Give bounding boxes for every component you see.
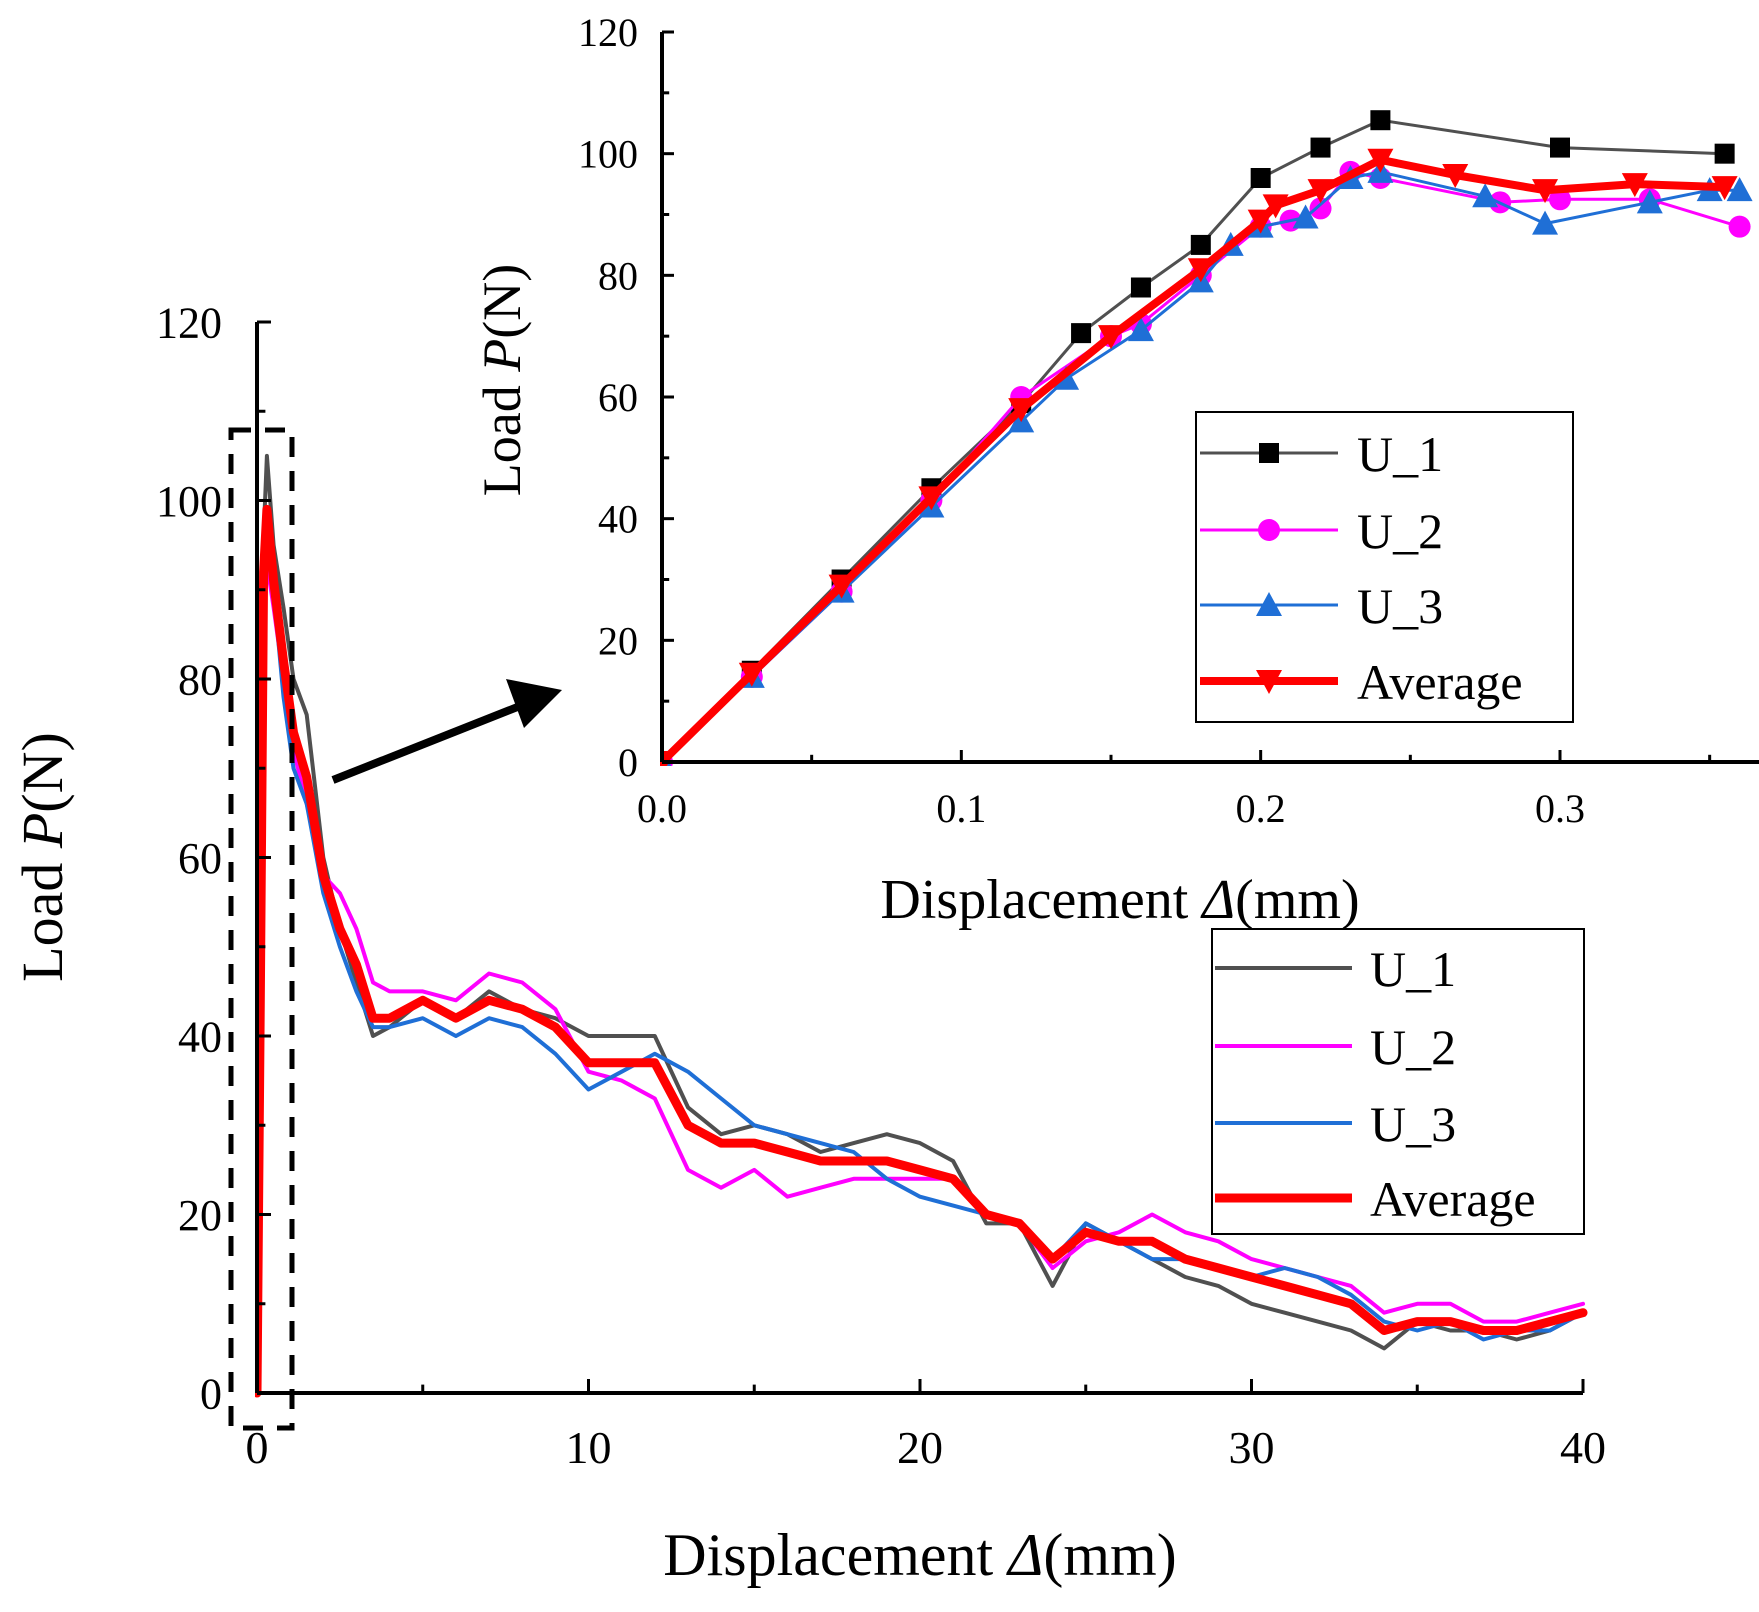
inset-x-axis-title: Displacement Δ(mm) (880, 869, 1359, 931)
inset-point-u3 (1532, 210, 1559, 235)
main-series-group (255, 453, 1588, 1398)
main-series-line-u3 (255, 525, 1585, 1395)
inset-point-u3 (1472, 183, 1499, 208)
inset-chart: 0 20 40 60 80 100 120 0.0 0.1 0.2 0.3 Displacement… (472, 10, 1759, 931)
main-legend-label-u2: U_2 (1370, 1019, 1456, 1075)
inset-point-u2 (1549, 188, 1571, 211)
inset-point-u3 (1636, 189, 1663, 214)
main-series-line-average (255, 504, 1588, 1398)
main-legend-label-u1: U_1 (1370, 941, 1456, 997)
inset-point-average (828, 574, 855, 599)
main-y-tick-label: 80 (178, 655, 222, 704)
main-x-tick-label: 30 (1229, 1422, 1275, 1473)
inset-legend: U_1 U_2 U_3 Average (1195, 411, 1574, 723)
inset-point-u1 (1550, 137, 1570, 158)
main-legend: U_1 U_2 U_3 Average (1211, 928, 1585, 1235)
inset-point-average (1247, 209, 1274, 234)
inset-y-tick-label: 120 (578, 10, 638, 55)
inset-x-tick-label: 0.2 (1236, 786, 1286, 831)
inset-y-tick-label: 60 (598, 375, 638, 420)
inset-point-average (1307, 179, 1334, 204)
inset-y-tick-label: 20 (598, 618, 638, 663)
inset-point-average (1098, 325, 1124, 350)
main-chart: 0 20 40 60 80 100 120 0 10 20 30 40 Displacement Δ(… (10, 298, 1606, 1588)
inset-series-group (660, 110, 1753, 766)
inset-point-average (738, 662, 765, 687)
inset-point-u2 (1309, 197, 1332, 220)
inset-y-tick-label: 80 (598, 253, 638, 298)
inset-point-u1 (1310, 137, 1331, 158)
inset-x-tick-label: 0.1 (936, 786, 986, 831)
inset-y-tick-label: 40 (598, 497, 638, 542)
main-ticks: 0 20 40 60 80 100 120 0 10 20 30 40 (156, 298, 1606, 1473)
inset-point-average (1187, 258, 1214, 283)
main-y-tick-label: 20 (178, 1191, 222, 1240)
main-x-axis-title: Displacement Δ(mm) (663, 1522, 1176, 1588)
main-y-tick-label: 0 (200, 1369, 222, 1418)
inset-point-average (1621, 173, 1648, 198)
inset-legend-label-u3: U_3 (1357, 578, 1443, 634)
inset-y-tick-label: 100 (578, 132, 638, 177)
inset-legend-marker-u3 (1256, 592, 1282, 616)
zoom-box (228, 427, 295, 1431)
inset-point-u3 (1292, 204, 1319, 229)
main-legend-label-u3: U_3 (1370, 1096, 1456, 1152)
inset-point-average (1367, 148, 1394, 173)
main-y-axis-title: Load P(N) (10, 732, 75, 982)
arrow-right-icon (331, 679, 562, 784)
inset-point-u3 (1127, 317, 1154, 342)
inset-point-u1 (1250, 168, 1271, 188)
inset-legend-marker-u1 (1259, 443, 1279, 463)
inset-legend-marker-u2 (1258, 519, 1280, 541)
main-y-tick-label: 100 (156, 477, 222, 526)
inset-ticks: 0 20 40 60 80 100 120 0.0 0.1 0.2 0.3 (578, 10, 1712, 831)
inset-point-u3 (1726, 177, 1753, 202)
inset-point-u1 (1130, 277, 1151, 298)
main-x-tick-label: 40 (1560, 1422, 1606, 1473)
inset-point-average (1008, 398, 1035, 423)
main-x-tick-label: 20 (897, 1422, 943, 1473)
main-y-tick-label: 40 (178, 1012, 222, 1061)
inset-point-u2 (1728, 215, 1751, 238)
inset-legend-label-u1: U_1 (1357, 426, 1443, 482)
inset-legend-marker-average (1256, 670, 1282, 694)
inset-point-average (1711, 176, 1738, 201)
main-x-tick-label: 10 (566, 1422, 612, 1473)
inset-y-tick-label: 0 (618, 740, 638, 785)
inset-y-axis-title: Load P(N) (472, 264, 532, 496)
inset-legend-label-average: Average (1357, 654, 1523, 710)
main-y-tick-label: 120 (156, 298, 222, 347)
inset-point-u1 (1071, 323, 1092, 344)
inset-point-average (918, 486, 945, 511)
main-legend-label-average: Average (1370, 1171, 1536, 1227)
inset-point-u1 (1370, 110, 1391, 131)
inset-x-tick-label: 0.0 (637, 786, 687, 831)
inset-x-tick-label: 0.3 (1535, 786, 1585, 831)
main-x-tick-label: 0 (246, 1422, 269, 1473)
main-legend-box (1211, 928, 1585, 1235)
inset-point-u1 (1714, 143, 1735, 164)
inset-point-u1 (1190, 234, 1211, 255)
inset-point-average (1532, 179, 1559, 204)
inset-point-average (1442, 163, 1469, 188)
main-y-tick-label: 60 (178, 834, 222, 883)
inset-point-average (1262, 194, 1289, 219)
inset-legend-label-u2: U_2 (1357, 503, 1443, 559)
